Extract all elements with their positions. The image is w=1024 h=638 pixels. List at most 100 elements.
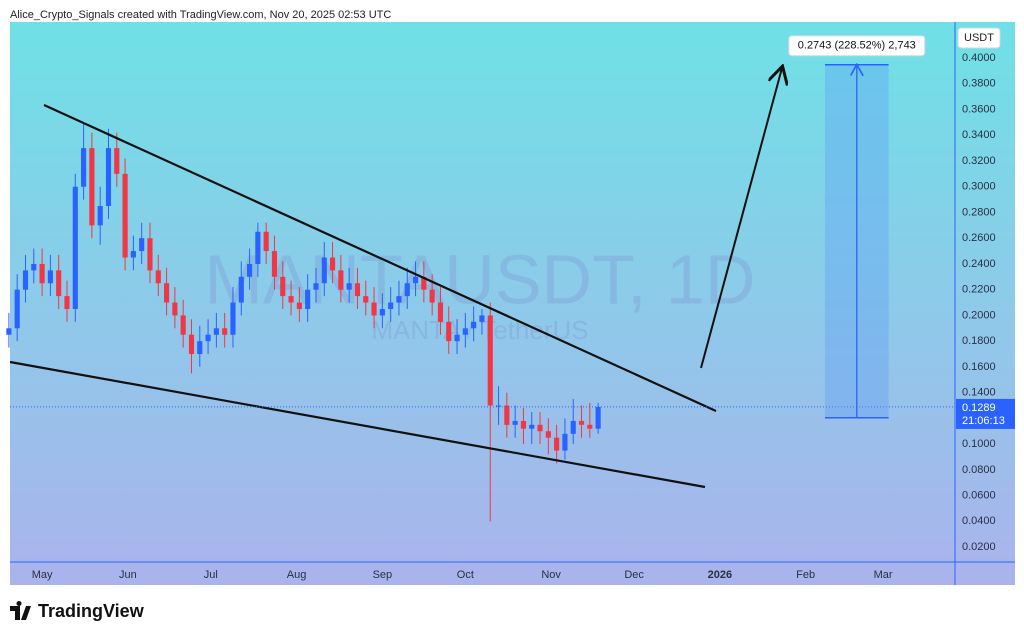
y-tick-label: 0.0200 <box>962 541 996 553</box>
candle-body <box>64 296 70 309</box>
candle-body <box>487 315 493 406</box>
candle-body <box>446 321 452 342</box>
y-tick-label: 0.3400 <box>962 129 996 141</box>
y-tick-label: 0.3200 <box>962 155 996 167</box>
x-tick-label: Dec <box>624 569 644 581</box>
y-tick-label: 0.3000 <box>962 181 996 193</box>
x-tick-label: 2026 <box>708 569 732 581</box>
chart-background <box>10 22 1015 585</box>
y-tick-label: 0.1000 <box>962 438 996 450</box>
candle-body <box>520 420 527 429</box>
candle-body <box>454 334 460 342</box>
candle-body <box>230 302 236 335</box>
candle-body <box>578 420 585 425</box>
candle-body <box>429 289 435 303</box>
candle-body <box>554 437 560 451</box>
candle-body <box>122 173 128 258</box>
candle-body <box>462 328 468 335</box>
y-tick-label: 0.4000 <box>962 52 996 64</box>
candle-body <box>14 289 20 329</box>
breakout-arrow <box>700 68 782 369</box>
x-tick-label: Jul <box>204 569 218 581</box>
candle-body <box>222 328 228 335</box>
y-tick-label: 0.1800 <box>962 335 996 347</box>
candle-body <box>562 433 568 451</box>
candle-body <box>56 270 62 297</box>
candle-body <box>97 206 103 226</box>
candle-body <box>246 263 253 277</box>
candle-body <box>263 231 269 252</box>
candle-body <box>81 148 87 187</box>
candle-body <box>305 289 311 309</box>
candle-body <box>537 424 543 432</box>
candle-body <box>271 251 278 277</box>
x-tick-label: Feb <box>796 569 815 581</box>
x-tick-label: Jun <box>119 569 137 581</box>
candle-body <box>412 276 419 284</box>
candle-body <box>31 263 37 271</box>
candle-body <box>89 148 95 226</box>
candle-body <box>471 321 477 329</box>
projection-label-box <box>788 35 926 57</box>
currency: USDT <box>964 32 994 44</box>
header: Alice_Crypto_Signals created with Tradin… <box>10 9 391 21</box>
candle-body <box>130 251 136 258</box>
y-tick-label: 0.1600 <box>962 361 996 373</box>
countdown: 21:06:13 <box>962 415 1005 427</box>
candle-body <box>354 283 361 297</box>
upper-trendline <box>43 103 717 413</box>
y-tick-label: 0.2200 <box>962 284 996 296</box>
candle-body <box>172 302 178 316</box>
candle-body <box>404 283 410 297</box>
y-tick-label: 0.0400 <box>962 515 996 527</box>
candle-body <box>479 315 485 322</box>
candle-body <box>180 315 186 335</box>
plot <box>6 122 601 522</box>
brand-logo <box>10 601 31 620</box>
candle-body <box>587 424 593 429</box>
candle-body <box>197 341 203 355</box>
y-tick-label: 0.2800 <box>962 206 996 218</box>
candle-body <box>329 257 336 271</box>
y-tick-label: 0.0600 <box>962 490 996 502</box>
candle-body <box>595 406 601 429</box>
x-tick-label: Nov <box>541 569 561 581</box>
x-tick-label: Sep <box>373 569 393 581</box>
candle-body <box>371 302 377 316</box>
candle-body <box>255 231 261 264</box>
candle-body <box>280 276 286 297</box>
candle-body <box>188 334 195 355</box>
candle-body <box>437 302 444 322</box>
candle-body <box>47 270 53 284</box>
watermark: MANTAUSDT, 1D <box>205 240 756 318</box>
y-tick-label: 0.1400 <box>962 387 996 399</box>
candle-body <box>321 257 327 284</box>
candle-body <box>114 148 120 174</box>
candle-body <box>421 276 427 290</box>
candle-body <box>379 308 385 316</box>
candle-body <box>155 270 161 284</box>
lower-trendline <box>9 360 706 489</box>
candle-body <box>288 296 294 303</box>
candle-body <box>238 276 244 303</box>
x-tick-label: Oct <box>457 569 474 581</box>
candle-body <box>529 424 535 429</box>
candle-body <box>22 270 29 290</box>
y-tick-label: 0.2400 <box>962 258 996 270</box>
projection-label: 0.2743 (228.52%) 2,743 <box>798 40 916 52</box>
candle-body <box>363 296 369 303</box>
candle-body <box>296 302 302 309</box>
last-price-label: 0.1289 <box>962 402 996 414</box>
candle-body <box>139 238 145 252</box>
candle-body <box>205 334 211 342</box>
y-tick-label: 0.2000 <box>962 309 996 321</box>
brand: TradingView <box>38 601 145 621</box>
candle-body <box>495 405 502 407</box>
candle-body <box>105 148 112 207</box>
candle-body <box>164 283 170 303</box>
candle-body <box>39 263 45 284</box>
currency-box <box>957 27 1001 49</box>
candle-body <box>570 420 576 434</box>
